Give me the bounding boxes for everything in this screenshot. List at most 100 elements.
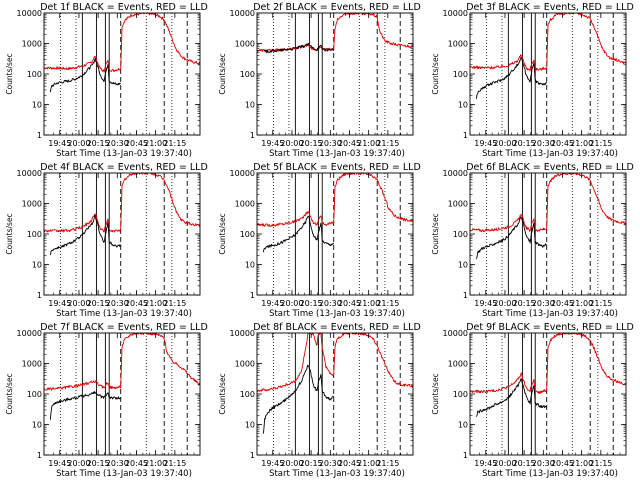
y-tick-label: 10 (245, 421, 255, 430)
y-tick-label: 100 (27, 70, 42, 79)
panel-title: Det 1f BLACK = Events, RED = LLD (40, 2, 208, 13)
y-axis-label: Counts/sec (5, 373, 14, 414)
x-axis-label: Start Time (13-Jan-03 19:37:40) (269, 309, 405, 319)
y-tick-label: 10000 (443, 329, 468, 338)
events-rate-line (476, 377, 548, 417)
x-tick-label: 20:45 (338, 299, 361, 308)
y-axis-label: Counts/sec (218, 53, 227, 94)
x-tick-label: 20:15 (513, 459, 536, 468)
y-axis-label: Counts/sec (431, 213, 440, 254)
x-tick-label: 20:15 (87, 459, 110, 468)
panel-title: Det 8f BLACK = Events, RED = LLD (253, 322, 421, 333)
x-tick-label: 20:00 (493, 139, 516, 148)
y-tick-label: 1 (250, 291, 255, 300)
x-tick-label: 20:30 (532, 459, 555, 468)
x-tick-label: 21:00 (144, 299, 167, 308)
x-tick-label: 21:00 (570, 459, 593, 468)
x-tick-label: 21:00 (144, 459, 167, 468)
detector-panel-3: Det 3f BLACK = Events, RED = LLD 1 10 100 10… (426, 0, 639, 160)
y-axis-label: Counts/sec (5, 53, 14, 94)
events-rate-line (262, 215, 335, 253)
y-tick-label: 10000 (17, 329, 42, 338)
y-axis-label: Counts/sec (431, 373, 440, 414)
y-tick-label: 10000 (443, 9, 468, 18)
events-rate-line (475, 216, 547, 260)
y-tick-label: 1000 (235, 200, 255, 209)
y-tick-label: 100 (453, 70, 468, 79)
x-tick-label: 20:00 (67, 459, 90, 468)
chart-svg: Det 2f BLACK = Events, RED = LLD 1 10 100 10… (218, 2, 421, 159)
y-tick-label: 10 (458, 261, 468, 270)
y-tick-label: 10000 (230, 9, 255, 18)
detector-panel-7: Det 7f BLACK = Events, RED = LLD 1 10 100 10… (0, 320, 213, 480)
y-axis-label: Counts/sec (218, 213, 227, 254)
lld-rate-line (470, 13, 626, 72)
lld-rate-line (470, 173, 626, 233)
x-tick-label: 20:30 (319, 459, 342, 468)
panel-title: Det 6f BLACK = Events, RED = LLD (466, 162, 634, 173)
chart-svg: Det 3f BLACK = Events, RED = LLD 1 10 100 10… (431, 2, 634, 159)
y-tick-label: 10 (245, 261, 255, 270)
x-tick-label: 19:45 (474, 459, 497, 468)
x-tick-label: 19:45 (474, 139, 497, 148)
x-tick-label: 20:45 (125, 459, 148, 468)
x-tick-label: 20:00 (67, 299, 90, 308)
x-axis-label: Start Time (13-Jan-03 19:37:40) (56, 469, 192, 479)
x-tick-label: 21:00 (570, 299, 593, 308)
x-tick-label: 20:15 (300, 139, 323, 148)
x-axis-label: Start Time (13-Jan-03 19:37:40) (482, 309, 618, 319)
x-tick-label: 20:45 (338, 139, 361, 148)
x-tick-label: 21:15 (163, 299, 186, 308)
y-tick-label: 100 (240, 230, 255, 239)
y-axis-label: Counts/sec (5, 213, 14, 254)
x-tick-label: 19:45 (48, 139, 71, 148)
chart-svg: Det 5f BLACK = Events, RED = LLD 1 10 100 10… (218, 162, 421, 319)
events-rate-line (262, 364, 335, 434)
y-tick-label: 10000 (230, 329, 255, 338)
chart-svg: Det 7f BLACK = Events, RED = LLD 1 10 100 10… (5, 322, 208, 479)
y-tick-label: 1000 (235, 360, 255, 369)
detector-panel-2: Det 2f BLACK = Events, RED = LLD 1 10 100 10… (213, 0, 426, 160)
x-tick-label: 20:00 (280, 459, 303, 468)
x-tick-label: 20:45 (551, 299, 574, 308)
x-tick-label: 21:00 (357, 299, 380, 308)
panel-title: Det 3f BLACK = Events, RED = LLD (466, 2, 634, 13)
x-tick-label: 21:00 (357, 139, 380, 148)
panel-title: Det 9f BLACK = Events, RED = LLD (466, 322, 634, 333)
y-tick-label: 1 (463, 131, 468, 140)
y-tick-label: 1000 (448, 40, 468, 49)
x-tick-label: 20:15 (513, 139, 536, 148)
y-axis-label: Counts/sec (218, 373, 227, 414)
x-tick-label: 20:45 (125, 139, 148, 148)
x-tick-label: 20:30 (319, 139, 342, 148)
x-tick-label: 21:00 (144, 139, 167, 148)
chart-svg: Det 9f BLACK = Events, RED = LLD 1 10 100 10… (431, 322, 634, 479)
x-tick-label: 20:30 (532, 139, 555, 148)
x-tick-label: 20:00 (67, 139, 90, 148)
x-tick-label: 20:00 (493, 299, 516, 308)
chart-svg: Det 8f BLACK = Events, RED = LLD 1 10 100 10… (218, 322, 421, 479)
x-tick-label: 20:00 (280, 139, 303, 148)
x-tick-label: 21:15 (163, 139, 186, 148)
y-tick-label: 10 (32, 101, 42, 110)
chart-svg: Det 6f BLACK = Events, RED = LLD 1 10 100 10… (431, 162, 634, 319)
x-axis-label: Start Time (13-Jan-03 19:37:40) (269, 469, 405, 479)
y-tick-label: 1 (37, 451, 42, 460)
lld-rate-line (44, 333, 200, 391)
y-tick-label: 1 (250, 451, 255, 460)
y-tick-label: 1 (37, 131, 42, 140)
lld-rate-line (470, 333, 626, 395)
x-tick-label: 20:15 (513, 299, 536, 308)
y-tick-label: 1 (250, 131, 255, 140)
x-tick-label: 20:00 (280, 299, 303, 308)
y-tick-label: 1000 (448, 200, 468, 209)
y-tick-label: 1 (463, 451, 468, 460)
detector-panel-4: Det 4f BLACK = Events, RED = LLD 1 10 100 10… (0, 160, 213, 320)
x-tick-label: 20:15 (87, 299, 110, 308)
x-tick-label: 20:00 (493, 459, 516, 468)
chart-svg: Det 4f BLACK = Events, RED = LLD 1 10 100 10… (5, 162, 208, 319)
y-tick-label: 1 (463, 291, 468, 300)
y-tick-label: 10000 (230, 169, 255, 178)
x-tick-label: 20:15 (300, 459, 323, 468)
